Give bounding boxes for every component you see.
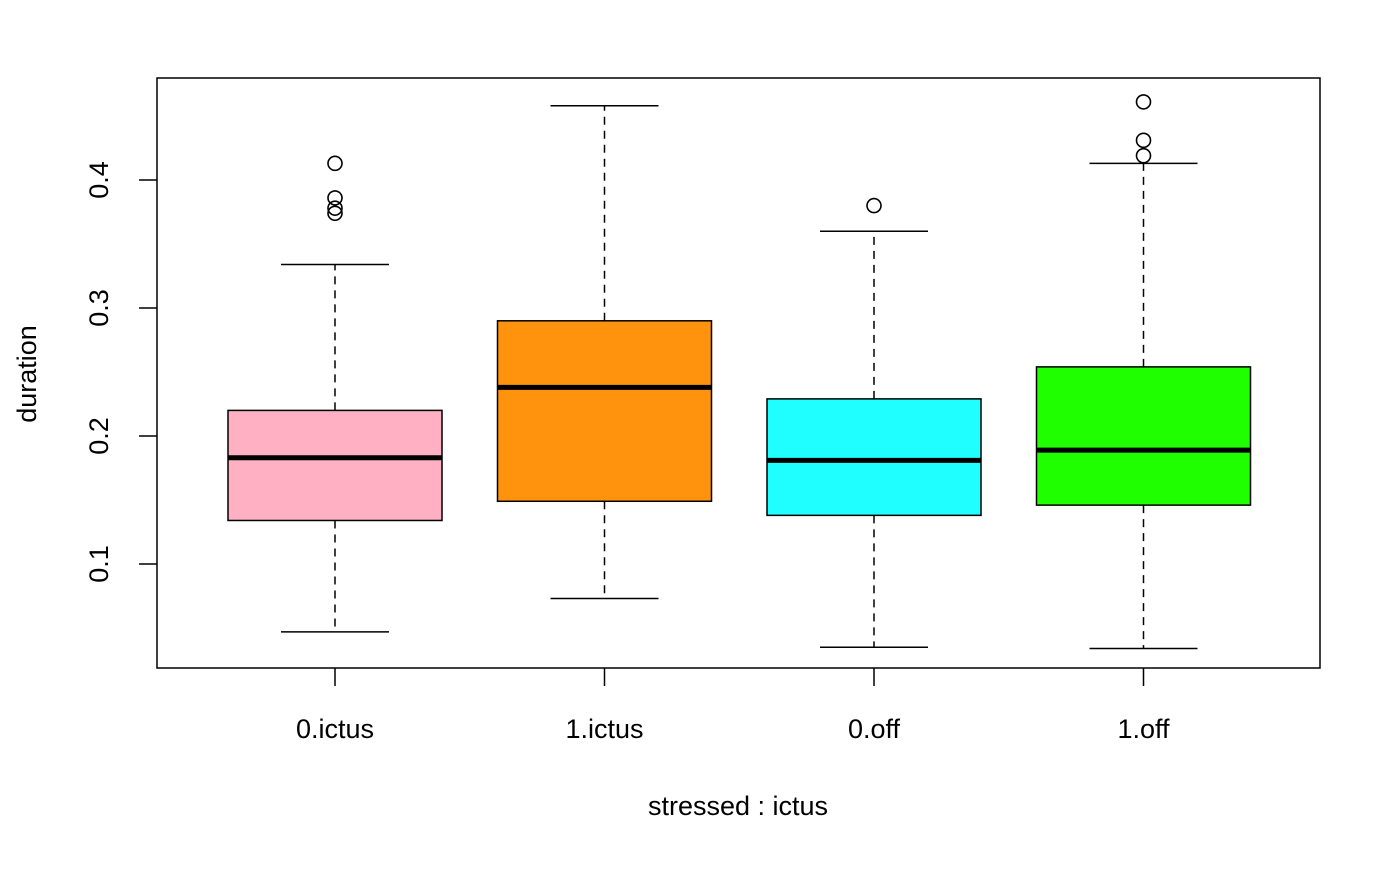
outlier-point <box>1135 132 1152 149</box>
y-tick-label: 0.4 <box>84 161 114 199</box>
box-iqr <box>227 409 443 522</box>
x-axis-label: stressed : ictus <box>648 791 828 821</box>
outlier-point <box>327 190 343 206</box>
x-tick-label: 0.ictus <box>296 714 374 744</box>
y-axis: 0.1 0.2 0.3 0.4 <box>84 161 157 583</box>
x-tick-label: 0.off <box>848 714 901 744</box>
y-tick-label: 0.1 <box>84 545 114 583</box>
box-group <box>1035 94 1252 650</box>
outlier-point <box>327 155 343 172</box>
plot-frame <box>156 77 1321 669</box>
y-axis-label: duration <box>12 325 42 423</box>
outlier-point <box>327 205 343 222</box>
outlier-point <box>327 200 343 216</box>
x-tick-label: 1.ictus <box>565 714 643 744</box>
outlier-point <box>866 197 882 214</box>
box-iqr <box>766 398 982 517</box>
x-tick-label: 1.off <box>1117 714 1170 744</box>
box-group <box>227 155 443 633</box>
y-tick-label: 0.3 <box>84 289 114 327</box>
box-iqr <box>1035 366 1252 506</box>
box-group <box>496 105 713 600</box>
y-tick-label: 0.2 <box>84 417 114 455</box>
boxes-layer <box>227 94 1252 650</box>
box-group <box>766 197 982 648</box>
x-axis: 0.ictus 1.ictus 0.off 1.off <box>296 668 1170 744</box>
box-iqr <box>496 320 713 503</box>
outlier-point <box>1135 94 1152 110</box>
outlier-point <box>1135 147 1152 164</box>
